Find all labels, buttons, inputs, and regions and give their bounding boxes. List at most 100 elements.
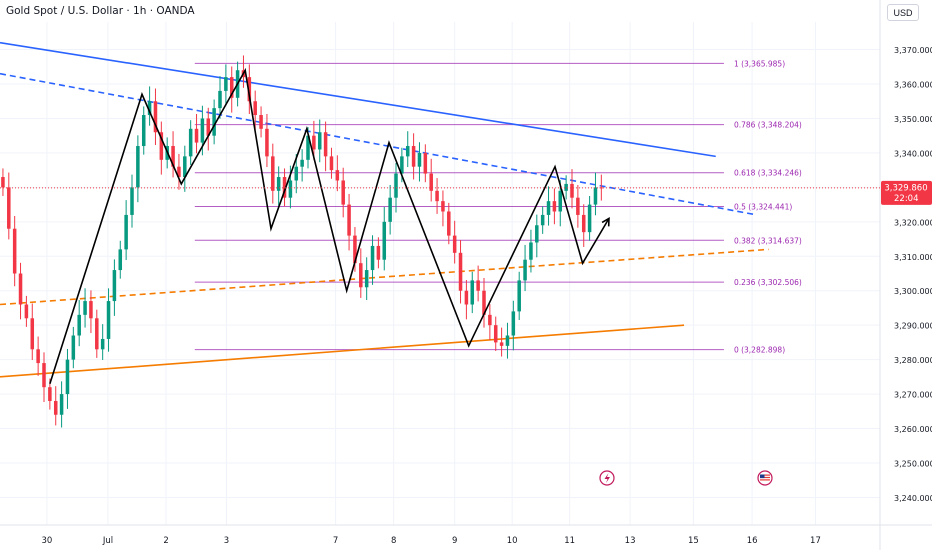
fib-level-label: 1 (3,365.985) — [734, 59, 785, 68]
candle-body — [42, 363, 46, 388]
us-flag-event-icon[interactable] — [757, 470, 773, 486]
countdown-label: 22:04 — [894, 194, 919, 204]
candle-body — [206, 118, 211, 136]
dashed-trendline[interactable] — [0, 72, 757, 216]
y-tick-label: 3,370.000 — [894, 46, 932, 55]
candle-body — [276, 177, 281, 191]
y-tick-label: 3,350.000 — [894, 115, 932, 124]
x-tick-label: 3 — [224, 536, 229, 546]
candle-body — [581, 214, 586, 233]
candle-body — [376, 245, 381, 260]
candle-body — [405, 146, 410, 157]
candle-body — [447, 211, 451, 236]
last-price-badge — [881, 180, 932, 205]
fib-level-label: 0.618 (3,334.246) — [734, 169, 802, 178]
candle-body — [341, 180, 345, 205]
candle-body — [100, 338, 105, 350]
candle-body — [218, 90, 222, 109]
solid-trendline[interactable] — [0, 324, 685, 378]
candle-body — [564, 183, 568, 191]
x-tick-label: 30 — [42, 536, 53, 546]
candle-body — [48, 387, 52, 401]
zigzag-line[interactable] — [49, 67, 610, 384]
candle-body — [183, 156, 187, 178]
candle-body — [294, 166, 299, 181]
candle-body — [429, 173, 433, 191]
candle-body — [552, 201, 557, 212]
projection-arrowhead — [601, 216, 610, 227]
y-tick-label: 3,290.000 — [894, 322, 932, 331]
candle-body — [576, 197, 580, 215]
candle-body — [359, 263, 363, 288]
y-tick-label: 3,300.000 — [894, 287, 932, 296]
x-tick-label: 8 — [391, 536, 396, 546]
candle-body — [288, 180, 293, 198]
fib-level-label: 0.786 (3,348.204) — [734, 121, 802, 130]
candle-body — [435, 190, 439, 202]
candle-body — [370, 245, 375, 271]
fib-level-label: 0.382 (3,314.637) — [734, 236, 802, 245]
candle-body — [247, 77, 252, 102]
solid-trendline[interactable] — [0, 41, 716, 158]
candle-body — [464, 290, 469, 305]
trendlines — [0, 41, 769, 378]
candle-body — [593, 187, 598, 205]
candle-body — [153, 101, 158, 133]
candle-body — [388, 197, 392, 222]
candle-body — [411, 146, 416, 167]
candle-body — [353, 235, 357, 264]
lightning-event-icon[interactable] — [599, 470, 615, 486]
candle-body — [177, 166, 181, 178]
dashed-trendline[interactable] — [0, 248, 769, 306]
x-tick-label: Jul — [102, 536, 113, 546]
fib-level-label: 0.236 (3,302.506) — [734, 278, 802, 287]
candle-body — [171, 146, 175, 167]
candle-body — [441, 201, 445, 212]
candle-body — [587, 204, 592, 233]
candle-body — [106, 301, 111, 339]
candle-body — [306, 135, 310, 160]
candle-body — [300, 159, 304, 167]
candle-body — [18, 273, 23, 305]
candle-body — [517, 280, 521, 312]
x-tick-label: 11 — [564, 536, 575, 546]
x-tick-label: 9 — [452, 536, 457, 546]
currency-button[interactable]: USD — [887, 4, 919, 21]
candle-body — [535, 225, 539, 243]
candle-body — [400, 156, 404, 174]
candle-body — [570, 183, 574, 198]
candle-body — [499, 342, 504, 346]
y-tick-label: 3,310.000 — [894, 253, 932, 262]
candle-body — [482, 290, 486, 315]
candle-body — [523, 259, 527, 281]
zigzag-pattern — [49, 67, 610, 384]
candle-body — [194, 128, 199, 143]
candle-body — [476, 280, 480, 291]
candle-body — [12, 228, 17, 274]
candle-body — [558, 190, 563, 212]
candle-body — [30, 318, 35, 350]
candle-body — [329, 156, 334, 171]
candle-body — [1, 177, 5, 188]
candle-body — [36, 349, 40, 364]
candle-body — [335, 170, 340, 181]
candle-body — [89, 301, 93, 319]
y-tick-label: 3,360.000 — [894, 81, 932, 90]
candle-body — [423, 152, 428, 174]
fib-level-label: 0.5 (3,324.441) — [734, 203, 792, 212]
candle-body — [124, 214, 128, 250]
candle-body — [7, 187, 11, 229]
candle-body — [312, 135, 316, 150]
y-tick-label: 3,240.000 — [894, 494, 932, 503]
candle-body — [323, 132, 328, 157]
candle-body — [95, 318, 99, 350]
x-tick-label: 17 — [810, 536, 821, 546]
candle-body — [488, 314, 492, 326]
candle-body — [71, 335, 76, 360]
candle-body — [382, 221, 387, 260]
last-price-label: 3,329.860 — [884, 183, 927, 193]
candle-body — [159, 132, 164, 160]
